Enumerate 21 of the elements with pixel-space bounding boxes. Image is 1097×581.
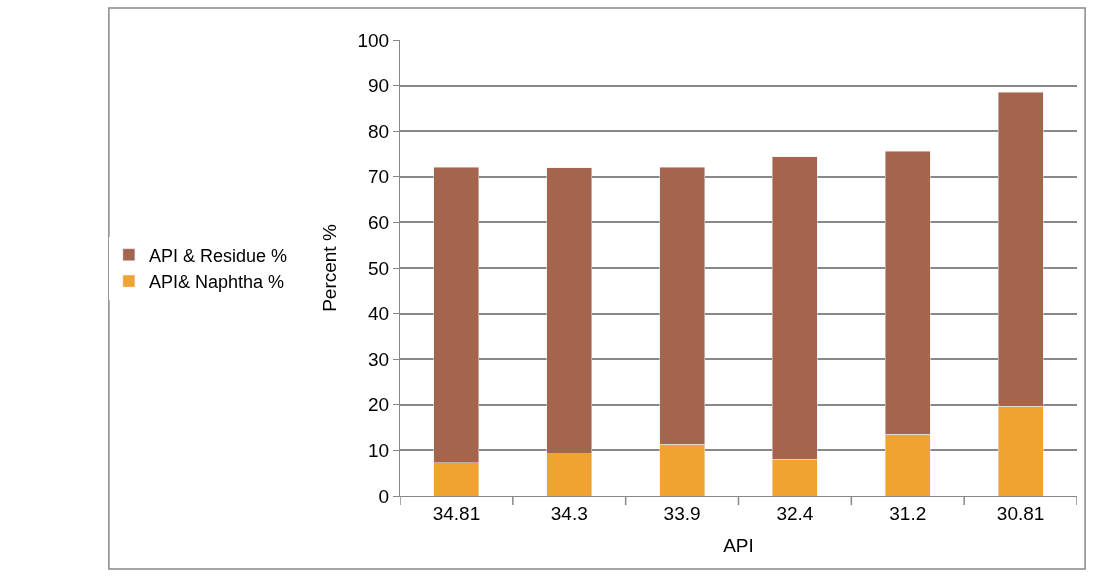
y-tick-label: 60 [368, 212, 390, 234]
y-tick-label: 30 [368, 348, 390, 370]
y-tick-label: 100 [357, 29, 390, 51]
x-axis-title: API [723, 534, 754, 556]
y-tick-label: 80 [368, 120, 390, 142]
legend-label: API& Naphtha % [148, 272, 284, 293]
y-tick-label: 40 [368, 303, 390, 325]
legend-label: API & Residue % [148, 245, 287, 266]
x-tick-label: 31.2 [889, 502, 927, 524]
y-tick-label: 10 [368, 440, 390, 462]
x-tick-label: 32.4 [776, 502, 814, 524]
y-axis-title: Percent % [319, 224, 341, 312]
y-tick-label: 20 [368, 394, 390, 416]
y-tick-label: 0 [378, 485, 390, 507]
y-tick-label: 90 [368, 75, 390, 97]
y-tick-label: 70 [368, 166, 390, 188]
x-tick-label: 34.81 [432, 502, 481, 524]
y-tick-label: 50 [368, 257, 390, 279]
x-tick-label: 33.9 [663, 502, 701, 524]
x-tick-label: 34.3 [550, 502, 588, 524]
x-tick-label: 30.81 [996, 502, 1045, 524]
